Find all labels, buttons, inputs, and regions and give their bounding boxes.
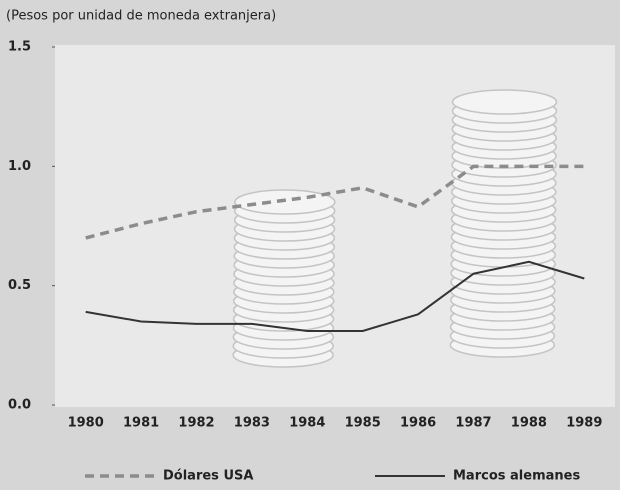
legend-label: Dólares USA <box>163 469 253 484</box>
coin <box>451 89 558 115</box>
x-tick-label: 1985 <box>345 416 381 431</box>
x-tick-label: 1982 <box>178 416 214 431</box>
x-tick-label: 1981 <box>123 416 159 431</box>
data-line <box>85 164 585 240</box>
x-tick-label: 1988 <box>511 416 547 431</box>
x-tick-label: 1984 <box>289 416 325 431</box>
x-tick-label: 1989 <box>566 416 602 431</box>
chart-subtitle: (Pesos por unidad de moneda extranjera) <box>6 9 276 24</box>
x-tick-label: 1987 <box>455 416 491 431</box>
y-tick-label: 0.5 <box>8 278 31 293</box>
y-tick-label: 0.0 <box>8 398 31 413</box>
y-tick-label: 1.0 <box>8 159 31 174</box>
x-tick-label: 1980 <box>68 416 104 431</box>
y-tick-label: 1.5 <box>8 40 31 55</box>
legend-label: Marcos alemanes <box>453 469 580 484</box>
x-tick-label: 1983 <box>234 416 270 431</box>
data-line <box>85 260 585 333</box>
x-tick-label: 1986 <box>400 416 436 431</box>
coin-decoration <box>232 89 558 368</box>
